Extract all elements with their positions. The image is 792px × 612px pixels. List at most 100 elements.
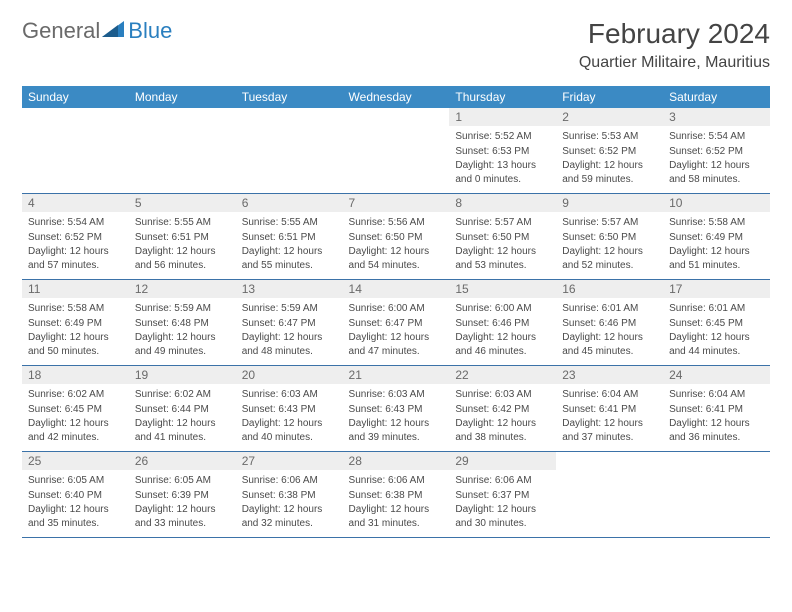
day-number: 16 bbox=[556, 280, 663, 298]
sunset-line: Sunset: 6:40 PM bbox=[28, 489, 123, 503]
day-info: Sunrise: 6:00 AMSunset: 6:46 PMDaylight:… bbox=[449, 298, 556, 365]
day-number: 9 bbox=[556, 194, 663, 212]
day-cell: 23Sunrise: 6:04 AMSunset: 6:41 PMDayligh… bbox=[556, 366, 663, 452]
day-info: Sunrise: 6:03 AMSunset: 6:42 PMDaylight:… bbox=[449, 384, 556, 451]
sunset-line: Sunset: 6:51 PM bbox=[242, 231, 337, 245]
sunrise-line: Sunrise: 6:05 AM bbox=[28, 474, 123, 488]
daylight-line: Daylight: 13 hours and 0 minutes. bbox=[455, 159, 550, 186]
sunrise-line: Sunrise: 5:59 AM bbox=[135, 302, 230, 316]
sunrise-line: Sunrise: 5:52 AM bbox=[455, 130, 550, 144]
day-info: Sunrise: 5:55 AMSunset: 6:51 PMDaylight:… bbox=[236, 212, 343, 279]
day-cell: 24Sunrise: 6:04 AMSunset: 6:41 PMDayligh… bbox=[663, 366, 770, 452]
sunrise-line: Sunrise: 6:01 AM bbox=[669, 302, 764, 316]
day-info: Sunrise: 5:53 AMSunset: 6:52 PMDaylight:… bbox=[556, 126, 663, 193]
day-number: 1 bbox=[449, 108, 556, 126]
day-info: Sunrise: 5:58 AMSunset: 6:49 PMDaylight:… bbox=[22, 298, 129, 365]
day-number: 21 bbox=[343, 366, 450, 384]
daylight-line: Daylight: 12 hours and 59 minutes. bbox=[562, 159, 657, 186]
daylight-line: Daylight: 12 hours and 58 minutes. bbox=[669, 159, 764, 186]
day-number: 19 bbox=[129, 366, 236, 384]
day-number: 27 bbox=[236, 452, 343, 470]
daylight-line: Daylight: 12 hours and 42 minutes. bbox=[28, 417, 123, 444]
sunset-line: Sunset: 6:47 PM bbox=[349, 317, 444, 331]
sunrise-line: Sunrise: 5:58 AM bbox=[669, 216, 764, 230]
sunrise-line: Sunrise: 6:00 AM bbox=[349, 302, 444, 316]
sunrise-line: Sunrise: 6:03 AM bbox=[242, 388, 337, 402]
day-cell: 8Sunrise: 5:57 AMSunset: 6:50 PMDaylight… bbox=[449, 194, 556, 280]
sunset-line: Sunset: 6:53 PM bbox=[455, 145, 550, 159]
daylight-line: Daylight: 12 hours and 54 minutes. bbox=[349, 245, 444, 272]
sunset-line: Sunset: 6:38 PM bbox=[349, 489, 444, 503]
day-number: 23 bbox=[556, 366, 663, 384]
day-number: 25 bbox=[22, 452, 129, 470]
calendar-row: 25Sunrise: 6:05 AMSunset: 6:40 PMDayligh… bbox=[22, 452, 770, 538]
day-cell: 1Sunrise: 5:52 AMSunset: 6:53 PMDaylight… bbox=[449, 108, 556, 194]
sunset-line: Sunset: 6:39 PM bbox=[135, 489, 230, 503]
daylight-line: Daylight: 12 hours and 40 minutes. bbox=[242, 417, 337, 444]
day-number: 17 bbox=[663, 280, 770, 298]
day-number: 4 bbox=[22, 194, 129, 212]
sunset-line: Sunset: 6:50 PM bbox=[455, 231, 550, 245]
day-cell: 25Sunrise: 6:05 AMSunset: 6:40 PMDayligh… bbox=[22, 452, 129, 538]
day-info: Sunrise: 5:55 AMSunset: 6:51 PMDaylight:… bbox=[129, 212, 236, 279]
day-info: Sunrise: 6:05 AMSunset: 6:40 PMDaylight:… bbox=[22, 470, 129, 537]
daylight-line: Daylight: 12 hours and 38 minutes. bbox=[455, 417, 550, 444]
brand-part1: General bbox=[22, 18, 100, 44]
day-info: Sunrise: 6:02 AMSunset: 6:45 PMDaylight:… bbox=[22, 384, 129, 451]
day-number: 7 bbox=[343, 194, 450, 212]
sunrise-line: Sunrise: 6:05 AM bbox=[135, 474, 230, 488]
day-cell: 27Sunrise: 6:06 AMSunset: 6:38 PMDayligh… bbox=[236, 452, 343, 538]
sunset-line: Sunset: 6:46 PM bbox=[455, 317, 550, 331]
title-block: February 2024 Quartier Militaire, Maurit… bbox=[579, 18, 770, 72]
daylight-line: Daylight: 12 hours and 55 minutes. bbox=[242, 245, 337, 272]
day-info: Sunrise: 5:52 AMSunset: 6:53 PMDaylight:… bbox=[449, 126, 556, 193]
day-info: Sunrise: 5:58 AMSunset: 6:49 PMDaylight:… bbox=[663, 212, 770, 279]
sunset-line: Sunset: 6:50 PM bbox=[349, 231, 444, 245]
day-info: Sunrise: 6:06 AMSunset: 6:38 PMDaylight:… bbox=[236, 470, 343, 537]
sunset-line: Sunset: 6:52 PM bbox=[28, 231, 123, 245]
daylight-line: Daylight: 12 hours and 45 minutes. bbox=[562, 331, 657, 358]
day-cell: 29Sunrise: 6:06 AMSunset: 6:37 PMDayligh… bbox=[449, 452, 556, 538]
daylight-line: Daylight: 12 hours and 33 minutes. bbox=[135, 503, 230, 530]
daylight-line: Daylight: 12 hours and 57 minutes. bbox=[28, 245, 123, 272]
day-number: 20 bbox=[236, 366, 343, 384]
sunrise-line: Sunrise: 6:06 AM bbox=[242, 474, 337, 488]
brand-logo: General Blue bbox=[22, 18, 172, 44]
day-number: 11 bbox=[22, 280, 129, 298]
sunset-line: Sunset: 6:48 PM bbox=[135, 317, 230, 331]
day-cell: 13Sunrise: 5:59 AMSunset: 6:47 PMDayligh… bbox=[236, 280, 343, 366]
day-number: 26 bbox=[129, 452, 236, 470]
daylight-line: Daylight: 12 hours and 32 minutes. bbox=[242, 503, 337, 530]
day-info: Sunrise: 6:05 AMSunset: 6:39 PMDaylight:… bbox=[129, 470, 236, 537]
sunset-line: Sunset: 6:46 PM bbox=[562, 317, 657, 331]
daylight-line: Daylight: 12 hours and 35 minutes. bbox=[28, 503, 123, 530]
weekday-header: Friday bbox=[556, 86, 663, 108]
weekday-header: Thursday bbox=[449, 86, 556, 108]
sunrise-line: Sunrise: 6:04 AM bbox=[562, 388, 657, 402]
day-cell: 14Sunrise: 6:00 AMSunset: 6:47 PMDayligh… bbox=[343, 280, 450, 366]
sunrise-line: Sunrise: 6:02 AM bbox=[135, 388, 230, 402]
day-cell: 11Sunrise: 5:58 AMSunset: 6:49 PMDayligh… bbox=[22, 280, 129, 366]
sunrise-line: Sunrise: 5:57 AM bbox=[562, 216, 657, 230]
sunrise-line: Sunrise: 6:03 AM bbox=[349, 388, 444, 402]
day-cell: 26Sunrise: 6:05 AMSunset: 6:39 PMDayligh… bbox=[129, 452, 236, 538]
daylight-line: Daylight: 12 hours and 48 minutes. bbox=[242, 331, 337, 358]
sunset-line: Sunset: 6:41 PM bbox=[669, 403, 764, 417]
day-number: 2 bbox=[556, 108, 663, 126]
daylight-line: Daylight: 12 hours and 41 minutes. bbox=[135, 417, 230, 444]
day-info: Sunrise: 5:54 AMSunset: 6:52 PMDaylight:… bbox=[22, 212, 129, 279]
daylight-line: Daylight: 12 hours and 39 minutes. bbox=[349, 417, 444, 444]
day-cell: 22Sunrise: 6:03 AMSunset: 6:42 PMDayligh… bbox=[449, 366, 556, 452]
day-cell: 6Sunrise: 5:55 AMSunset: 6:51 PMDaylight… bbox=[236, 194, 343, 280]
empty-cell bbox=[22, 108, 129, 194]
sunset-line: Sunset: 6:51 PM bbox=[135, 231, 230, 245]
daylight-line: Daylight: 12 hours and 44 minutes. bbox=[669, 331, 764, 358]
day-cell: 12Sunrise: 5:59 AMSunset: 6:48 PMDayligh… bbox=[129, 280, 236, 366]
day-info: Sunrise: 5:59 AMSunset: 6:47 PMDaylight:… bbox=[236, 298, 343, 365]
day-cell: 2Sunrise: 5:53 AMSunset: 6:52 PMDaylight… bbox=[556, 108, 663, 194]
daylight-line: Daylight: 12 hours and 52 minutes. bbox=[562, 245, 657, 272]
day-info: Sunrise: 6:04 AMSunset: 6:41 PMDaylight:… bbox=[556, 384, 663, 451]
day-number: 14 bbox=[343, 280, 450, 298]
day-cell: 28Sunrise: 6:06 AMSunset: 6:38 PMDayligh… bbox=[343, 452, 450, 538]
daylight-line: Daylight: 12 hours and 46 minutes. bbox=[455, 331, 550, 358]
